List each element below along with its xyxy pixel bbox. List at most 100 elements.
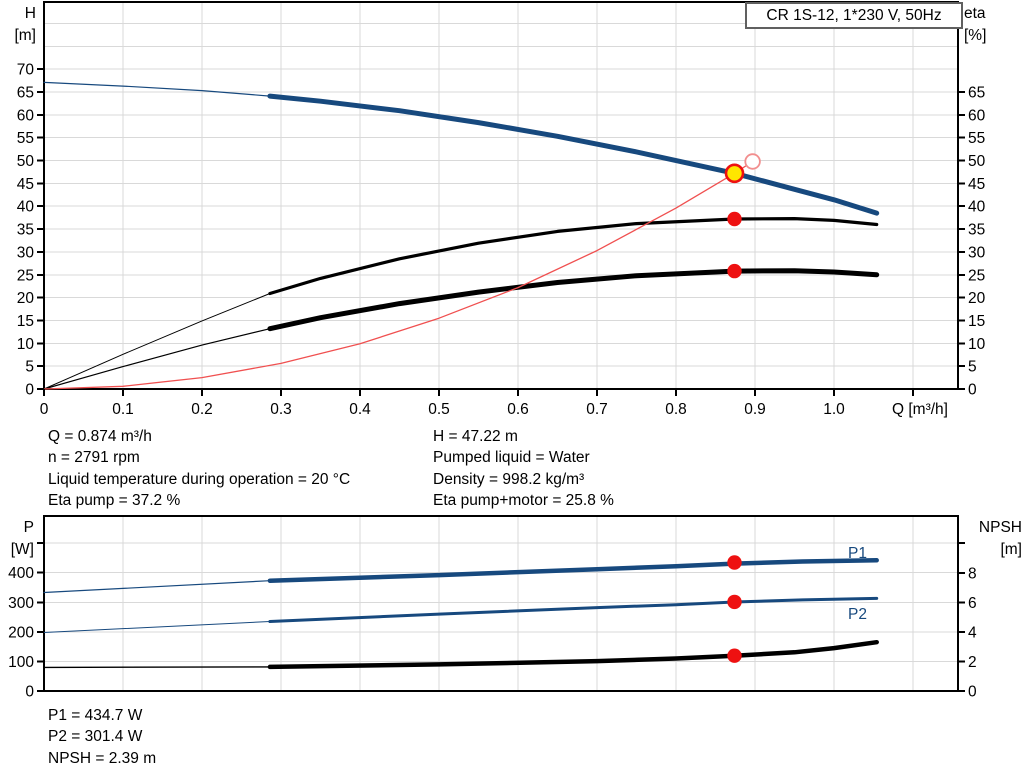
power-npsh-chart-right-tick-label: 6 bbox=[968, 595, 977, 612]
qh-eta-chart-left-tick-label: 45 bbox=[17, 176, 34, 193]
curve-title-box: CR 1S-12, 1*230 V, 50Hz bbox=[745, 2, 963, 29]
qh-eta-chart-left-tick-label: 40 bbox=[17, 199, 35, 216]
qh-eta-chart-left-tick-label: 15 bbox=[17, 313, 34, 330]
p-axis-title-line1: P bbox=[23, 519, 34, 536]
qh-eta-chart-left-tick-label: 30 bbox=[17, 244, 35, 261]
info-liquid-temperature: Liquid temperature during operation = 20… bbox=[48, 470, 351, 488]
qh-eta-chart-frame bbox=[43, 1, 959, 390]
npsh-axis-title-line2: [m] bbox=[1000, 540, 1022, 558]
qh-eta-chart-left-tick-label: 25 bbox=[17, 267, 34, 284]
info-p2: P2 = 301.4 W bbox=[48, 728, 143, 746]
qh-eta-chart-left-tick-label: 65 bbox=[17, 85, 34, 102]
h-axis-title-line2: [m] bbox=[14, 26, 36, 44]
h-axis-title-line1: H bbox=[24, 5, 36, 22]
duty-parabola-curve-thin bbox=[43, 160, 754, 390]
qh-eta-chart-right-tick-label: 35 bbox=[968, 222, 985, 239]
npsh-point-marker bbox=[727, 648, 742, 663]
eta-pump-curve bbox=[268, 217, 879, 296]
qh-eta-chart-ticks: 0 5 10 15 20 25 30 35 40 45 50 55 60 65 70 0 5 10 15 20 25 30… bbox=[17, 62, 986, 418]
qh-eta-chart-right-tick-label: 0 bbox=[968, 382, 977, 399]
qh-eta-chart-x-tick-label: 0 bbox=[40, 401, 49, 418]
curve-title: CR 1S-12, 1*230 V, 50Hz bbox=[766, 6, 942, 24]
info-p1: P1 = 434.7 W bbox=[48, 707, 143, 724]
qh-eta-chart-left-tick-label: 0 bbox=[25, 382, 34, 399]
p2-curve-label: P2 bbox=[848, 606, 867, 623]
qh-eta-chart-right-tick-label: 50 bbox=[968, 153, 986, 170]
head-curve-H bbox=[267, 93, 880, 216]
eta-pump-motor-point-marker bbox=[727, 263, 742, 279]
qh-eta-chart-x-tick-label: 0.8 bbox=[665, 401, 687, 418]
power-npsh-chart-series bbox=[43, 558, 879, 670]
qh-eta-chart-x-tick-label: 0.9 bbox=[744, 401, 766, 418]
qh-eta-chart-left-tick-label: 5 bbox=[25, 359, 34, 376]
qh-eta-chart-right-tick-label: 55 bbox=[968, 130, 985, 147]
power-npsh-chart-left-tick-label: 300 bbox=[8, 595, 34, 612]
qh-eta-chart-right-tick-label: 40 bbox=[968, 199, 986, 216]
info-n: n = 2791 rpm bbox=[48, 449, 140, 467]
qh-eta-chart-x-tick-label: 0.6 bbox=[507, 401, 529, 418]
duty-point-marker[interactable] bbox=[724, 163, 745, 184]
qh-eta-chart-x-tick-label: 0.3 bbox=[270, 401, 292, 418]
power-npsh-chart-ticks: 0 100 200 300 400 0 2 4 6 8 bbox=[8, 542, 977, 701]
qh-eta-chart-right-tick-label: 60 bbox=[968, 107, 986, 124]
qh-eta-chart-left-tick-label: 10 bbox=[17, 336, 35, 353]
info-pumped-liquid: Pumped liquid = Water bbox=[433, 449, 590, 467]
p2-point-marker bbox=[727, 594, 742, 610]
p1-curve bbox=[267, 558, 879, 583]
power-npsh-chart-right-tick-label: 2 bbox=[968, 654, 977, 671]
power-npsh-chart-frame bbox=[43, 515, 959, 692]
qh-eta-chart-x-tick-label: 0.5 bbox=[428, 401, 450, 418]
qh-eta-chart-right-tick-label: 65 bbox=[968, 85, 985, 102]
eta-pump-point-marker bbox=[727, 211, 742, 227]
power-npsh-chart-left-tick-label: 100 bbox=[8, 654, 34, 671]
power-npsh-chart-markers bbox=[727, 555, 742, 663]
power-npsh-chart-right-tick-label: 8 bbox=[968, 565, 977, 582]
p-axis-title: P [W] bbox=[0, 517, 34, 560]
qh-eta-chart-left-tick-label: 60 bbox=[17, 107, 35, 124]
qh-eta-chart-right-tick-label: 45 bbox=[968, 176, 985, 193]
qh-eta-chart-x-tick-label: 0.4 bbox=[349, 401, 371, 418]
qh-eta-chart-right-tick-label: 15 bbox=[968, 313, 985, 330]
qh-eta-chart-right-tick-label: 30 bbox=[968, 244, 986, 261]
qh-eta-chart: 0 5 10 15 20 25 30 35 40 45 50 55 60 65 70 0 5 10 15 20 25 30… bbox=[17, 1, 986, 418]
power-npsh-chart-right-tick-label: 4 bbox=[968, 624, 977, 641]
power-info-column: P1 = 434.7 W P2 = 301.4 W NPSH = 2.39 m bbox=[48, 705, 156, 769]
npsh-axis-title-line1: NPSH bbox=[978, 519, 1022, 536]
qh-eta-chart-x-tick-label: 0.1 bbox=[112, 401, 134, 418]
npsh-curve bbox=[267, 639, 879, 670]
qh-eta-chart-right-tick-label: 20 bbox=[968, 290, 986, 307]
info-eta-pump: Eta pump = 37.2 % bbox=[48, 491, 181, 509]
power-npsh-chart-left-tick-label: 0 bbox=[25, 684, 34, 701]
power-npsh-chart-right-tick-label: 0 bbox=[968, 684, 977, 701]
rated-point-marker bbox=[744, 153, 761, 170]
npsh-axis-title: NPSH [m] bbox=[958, 517, 1022, 560]
eta-axis-title-line2: [%] bbox=[964, 26, 987, 44]
qh-eta-chart-right-tick-label: 25 bbox=[968, 267, 985, 284]
p1-curve-label: P1 bbox=[848, 545, 867, 562]
qh-eta-chart-left-tick-label: 35 bbox=[17, 222, 34, 239]
qh-eta-chart-x-tick-label: 0.2 bbox=[191, 401, 213, 418]
eta-axis-title-line1: eta bbox=[964, 5, 986, 22]
qh-eta-chart-x-tick-label: 0.7 bbox=[586, 401, 608, 418]
qh-eta-chart-left-tick-label: 20 bbox=[17, 290, 35, 307]
qh-eta-chart-series bbox=[43, 81, 880, 390]
p-axis-title-line2: [W] bbox=[10, 540, 34, 558]
qh-eta-chart-left-tick-label: 70 bbox=[17, 62, 35, 79]
qh-eta-chart-grid bbox=[44, 2, 958, 389]
info-npsh: NPSH = 2.39 m bbox=[48, 749, 157, 767]
power-npsh-chart-grid bbox=[44, 516, 958, 691]
power-npsh-chart: 0 100 200 300 400 0 2 4 6 8 bbox=[8, 515, 977, 701]
info-density: Density = 998.2 kg/m³ bbox=[433, 470, 585, 488]
power-npsh-chart-left-tick-label: 400 bbox=[8, 565, 34, 582]
info-q: Q = 0.874 m³/h bbox=[48, 428, 152, 445]
duty-info-column-2: H = 47.22 m Pumped liquid = Water Densit… bbox=[433, 426, 614, 511]
qh-eta-chart-right-tick-label: 10 bbox=[968, 336, 986, 353]
p2-curve-thin bbox=[43, 621, 271, 633]
info-eta-pump-motor: Eta pump+motor = 25.8 % bbox=[433, 491, 614, 509]
eta-pump-motor-curve bbox=[267, 268, 880, 332]
q-axis-title: Q [m³/h] bbox=[880, 399, 960, 421]
qh-eta-chart-left-tick-label: 50 bbox=[17, 153, 35, 170]
p2-curve bbox=[268, 596, 879, 623]
